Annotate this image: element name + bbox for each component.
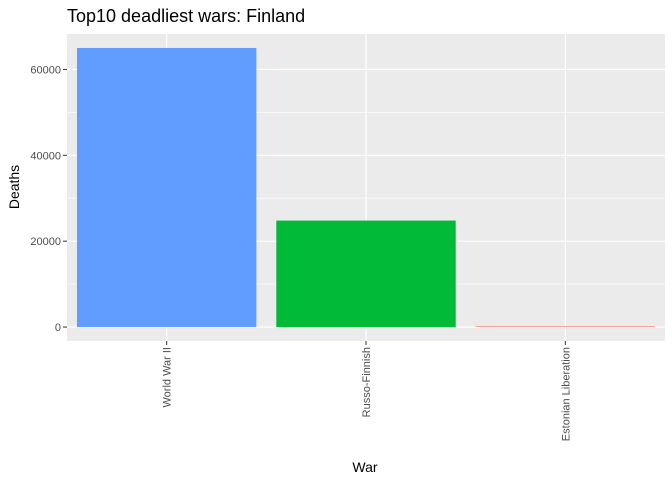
y-axis-title: Deaths	[6, 165, 22, 209]
y-tick-label: 20000	[30, 236, 61, 248]
bar-russo-finnish	[276, 220, 456, 328]
y-tick-label: 0	[55, 322, 61, 334]
bar-estonian-liberation	[475, 326, 656, 328]
y-tick-label: 40000	[30, 150, 61, 162]
y-axis-ticks: 0 20000 40000 60000	[30, 64, 67, 334]
chart-title: Top10 deadliest wars: Finland	[67, 6, 305, 26]
x-axis-ticks: World War II Russo-Finnish Estonian Libera…	[162, 341, 572, 441]
bar-world-war-ii	[76, 47, 257, 328]
x-tick-label: World War II	[162, 347, 174, 408]
x-tick-label: Estonian Liberation	[560, 347, 572, 441]
x-axis-title: War	[352, 459, 377, 475]
x-tick-label: Russo-Finnish	[361, 347, 373, 417]
y-tick-label: 60000	[30, 64, 61, 76]
bars	[76, 47, 656, 328]
